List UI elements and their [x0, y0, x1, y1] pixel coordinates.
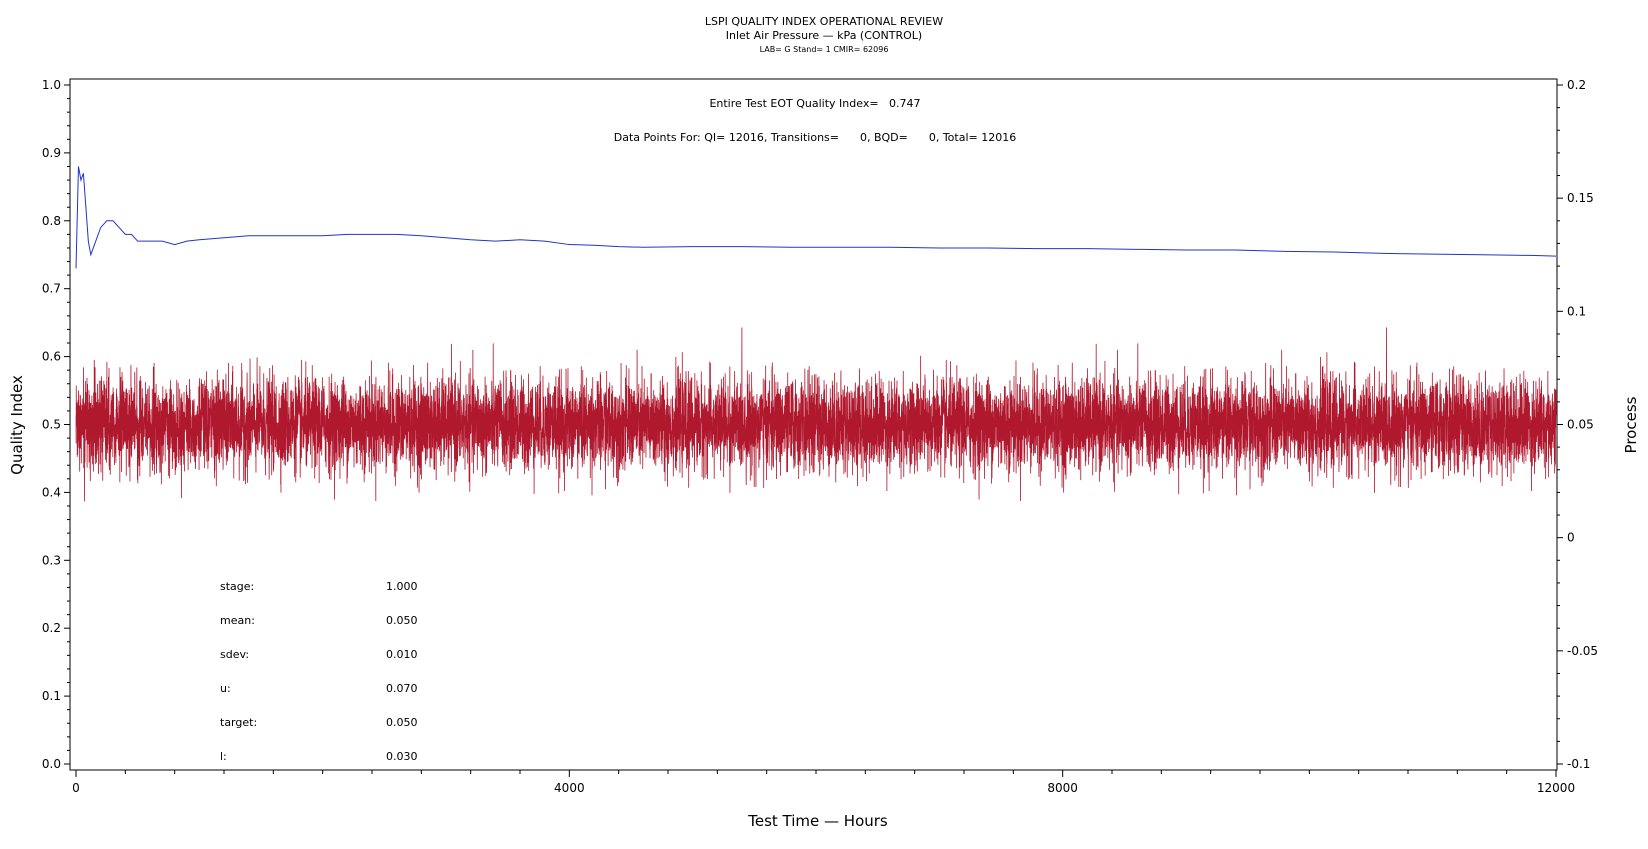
stat-value: 0.050 — [386, 716, 418, 729]
y-tick-label: 0.3 — [42, 553, 61, 567]
y-tick-label: 0.2 — [42, 621, 61, 635]
stat-label: stage: — [220, 580, 254, 593]
stat-value: 1.000 — [386, 580, 418, 593]
y2-tick-label: 0.2 — [1567, 78, 1586, 92]
x-tick-label: 8000 — [1047, 781, 1078, 795]
y2-tick-label: -0.1 — [1567, 757, 1590, 771]
y-tick-label: 0.5 — [42, 418, 61, 432]
y-tick-label: 0.1 — [42, 689, 61, 703]
y2-axis-label: Process — [1622, 396, 1640, 453]
stat-label: mean: — [220, 614, 255, 627]
chart-root: LSPI QUALITY INDEX OPERATIONAL REVIEW In… — [0, 0, 1648, 845]
stat-value: 0.010 — [386, 648, 418, 661]
quality-index-chart: LSPI QUALITY INDEX OPERATIONAL REVIEW In… — [0, 0, 1648, 845]
y2-tick-label: 0 — [1567, 531, 1575, 545]
stat-value: 0.050 — [386, 614, 418, 627]
y-tick-label: 0.6 — [42, 350, 61, 364]
y-tick-label: 0.9 — [42, 146, 61, 160]
quality-index-annotation: Entire Test EOT Quality Index= 0.747 — [709, 97, 920, 110]
y-tick-label: 0.0 — [42, 757, 61, 771]
y2-tick-label: 0.05 — [1567, 418, 1594, 432]
chart-title: LSPI QUALITY INDEX OPERATIONAL REVIEW — [705, 15, 943, 28]
y2-tick-label: 0.15 — [1567, 191, 1594, 205]
stat-label: target: — [220, 716, 257, 729]
y-tick-label: 0.4 — [42, 485, 61, 499]
stat-label: l: — [220, 750, 227, 763]
process-line — [76, 328, 1556, 502]
data-points-annotation: Data Points For: QI= 12016, Transitions=… — [614, 131, 1016, 144]
quality-index-series — [76, 166, 1556, 268]
y-tick-label: 1.0 — [42, 78, 61, 92]
x-tick-label: 12000 — [1537, 781, 1575, 795]
chart-meta-line: LAB= G Stand= 1 CMIR= 62096 — [760, 45, 889, 54]
stat-label: sdev: — [220, 648, 249, 661]
x-tick-label: 0 — [72, 781, 80, 795]
quality-index-line — [76, 166, 1556, 268]
process-series — [76, 328, 1556, 502]
y-axis-left: 0.0 0.1 0.2 0.3 0.4 0.5 0.6 0.7 0.8 0.9 1.0 — [42, 78, 70, 771]
stat-label: u: — [220, 682, 231, 695]
stat-value: 0.070 — [386, 682, 418, 695]
y2-tick-label: 0.1 — [1567, 304, 1586, 318]
y-axis-label: Quality Index — [8, 375, 26, 475]
stats-block: stage: 1.000 mean: 0.050 sdev: 0.010 u: 0.070 ta… — [220, 580, 418, 763]
y-tick-label: 0.7 — [42, 282, 61, 296]
chart-subtitle: Inlet Air Pressure — kPa (CONTROL) — [726, 29, 922, 42]
stat-value: 0.030 — [386, 750, 418, 763]
x-tick-label: 4000 — [554, 781, 585, 795]
y-axis-right: -0.1 -0.05 0 0.05 0.1 0.15 0.2 — [1557, 78, 1598, 771]
x-axis: 0 4000 8000 12000 — [72, 770, 1575, 795]
y-tick-label: 0.8 — [42, 214, 61, 228]
y2-tick-label: -0.05 — [1567, 644, 1598, 658]
x-axis-label: Test Time — Hours — [747, 812, 888, 830]
